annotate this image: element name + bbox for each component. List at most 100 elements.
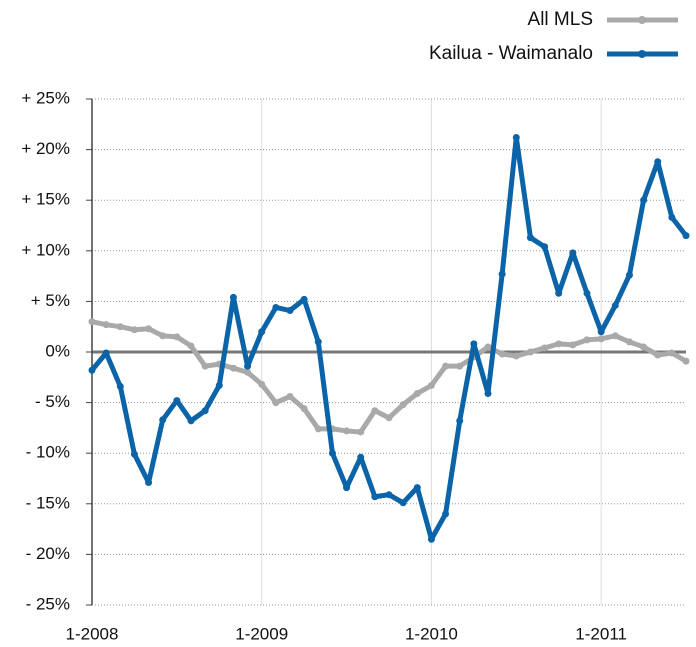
point — [512, 352, 520, 360]
point — [640, 343, 648, 351]
point — [470, 340, 478, 348]
point — [173, 333, 181, 341]
point — [442, 362, 450, 370]
point — [541, 243, 549, 251]
y-tick-label: + 5% — [31, 291, 70, 310]
point — [654, 351, 662, 359]
point — [399, 499, 407, 507]
x-tick-label: 1-2010 — [405, 624, 458, 643]
point — [611, 332, 619, 340]
point — [682, 232, 690, 240]
point — [385, 414, 393, 422]
point — [625, 271, 633, 279]
point — [145, 325, 153, 333]
point — [244, 368, 252, 376]
point — [286, 307, 294, 315]
point — [343, 484, 351, 492]
point — [555, 289, 563, 297]
point — [484, 389, 492, 397]
y-tick-label: + 10% — [21, 240, 70, 259]
x-tick-label: 1-2011 — [575, 624, 627, 643]
point — [229, 293, 237, 301]
legend-marker — [638, 50, 646, 58]
point — [357, 453, 365, 461]
point — [597, 335, 605, 343]
point — [102, 349, 110, 357]
y-tick-label: - 25% — [26, 594, 70, 613]
point — [328, 449, 336, 457]
y-tick-label: + 15% — [21, 190, 70, 209]
point — [187, 417, 195, 425]
point — [272, 303, 280, 311]
point — [244, 362, 252, 370]
point — [258, 380, 266, 388]
point — [498, 270, 506, 278]
point — [145, 479, 153, 487]
y-tick-label: - 15% — [26, 493, 70, 512]
point — [526, 348, 534, 356]
point — [569, 341, 577, 349]
point — [314, 425, 322, 433]
point — [201, 362, 209, 370]
point — [498, 350, 506, 358]
point — [130, 326, 138, 334]
point — [555, 340, 563, 348]
point — [442, 510, 450, 518]
point — [102, 321, 110, 329]
point — [229, 364, 237, 372]
point — [512, 133, 520, 141]
point — [654, 158, 662, 166]
point — [187, 342, 195, 350]
legend-label: All MLS — [528, 9, 593, 30]
point — [668, 349, 676, 357]
point — [597, 328, 605, 336]
y-tick-label: - 10% — [26, 443, 70, 462]
point — [484, 343, 492, 351]
point — [159, 416, 167, 424]
point — [611, 301, 619, 309]
point — [88, 366, 96, 374]
point — [159, 332, 167, 340]
point — [427, 535, 435, 543]
point — [130, 450, 138, 458]
point — [314, 338, 322, 346]
point — [371, 493, 379, 501]
y-tick-label: + 25% — [21, 88, 70, 107]
point — [427, 381, 435, 389]
point — [569, 249, 577, 257]
point — [583, 336, 591, 344]
point — [456, 362, 464, 370]
point — [215, 381, 223, 389]
x-tick-label: 1-2009 — [235, 624, 288, 643]
point — [625, 338, 633, 346]
y-tick-label: - 5% — [35, 392, 70, 411]
point — [640, 196, 648, 204]
point — [300, 295, 308, 303]
point — [682, 357, 690, 365]
point — [541, 344, 549, 352]
point — [116, 382, 124, 390]
point — [413, 484, 421, 492]
point — [88, 318, 96, 326]
point — [258, 328, 266, 336]
point — [399, 401, 407, 409]
point — [201, 407, 209, 415]
y-tick-label: 0% — [45, 341, 70, 360]
point — [116, 323, 124, 331]
point — [385, 491, 393, 499]
point — [668, 213, 676, 221]
legend-label: Kailua - Waimanalo — [429, 43, 593, 64]
point — [526, 234, 534, 242]
point — [173, 397, 181, 405]
point — [272, 399, 280, 407]
y-tick-label: - 20% — [26, 544, 70, 563]
point — [300, 405, 308, 413]
point — [371, 407, 379, 415]
point — [286, 393, 294, 401]
point — [413, 389, 421, 397]
legend-marker — [638, 16, 646, 24]
y-tick-label: + 20% — [21, 139, 70, 158]
point — [456, 417, 464, 425]
x-tick-label: 1-2008 — [66, 624, 119, 643]
